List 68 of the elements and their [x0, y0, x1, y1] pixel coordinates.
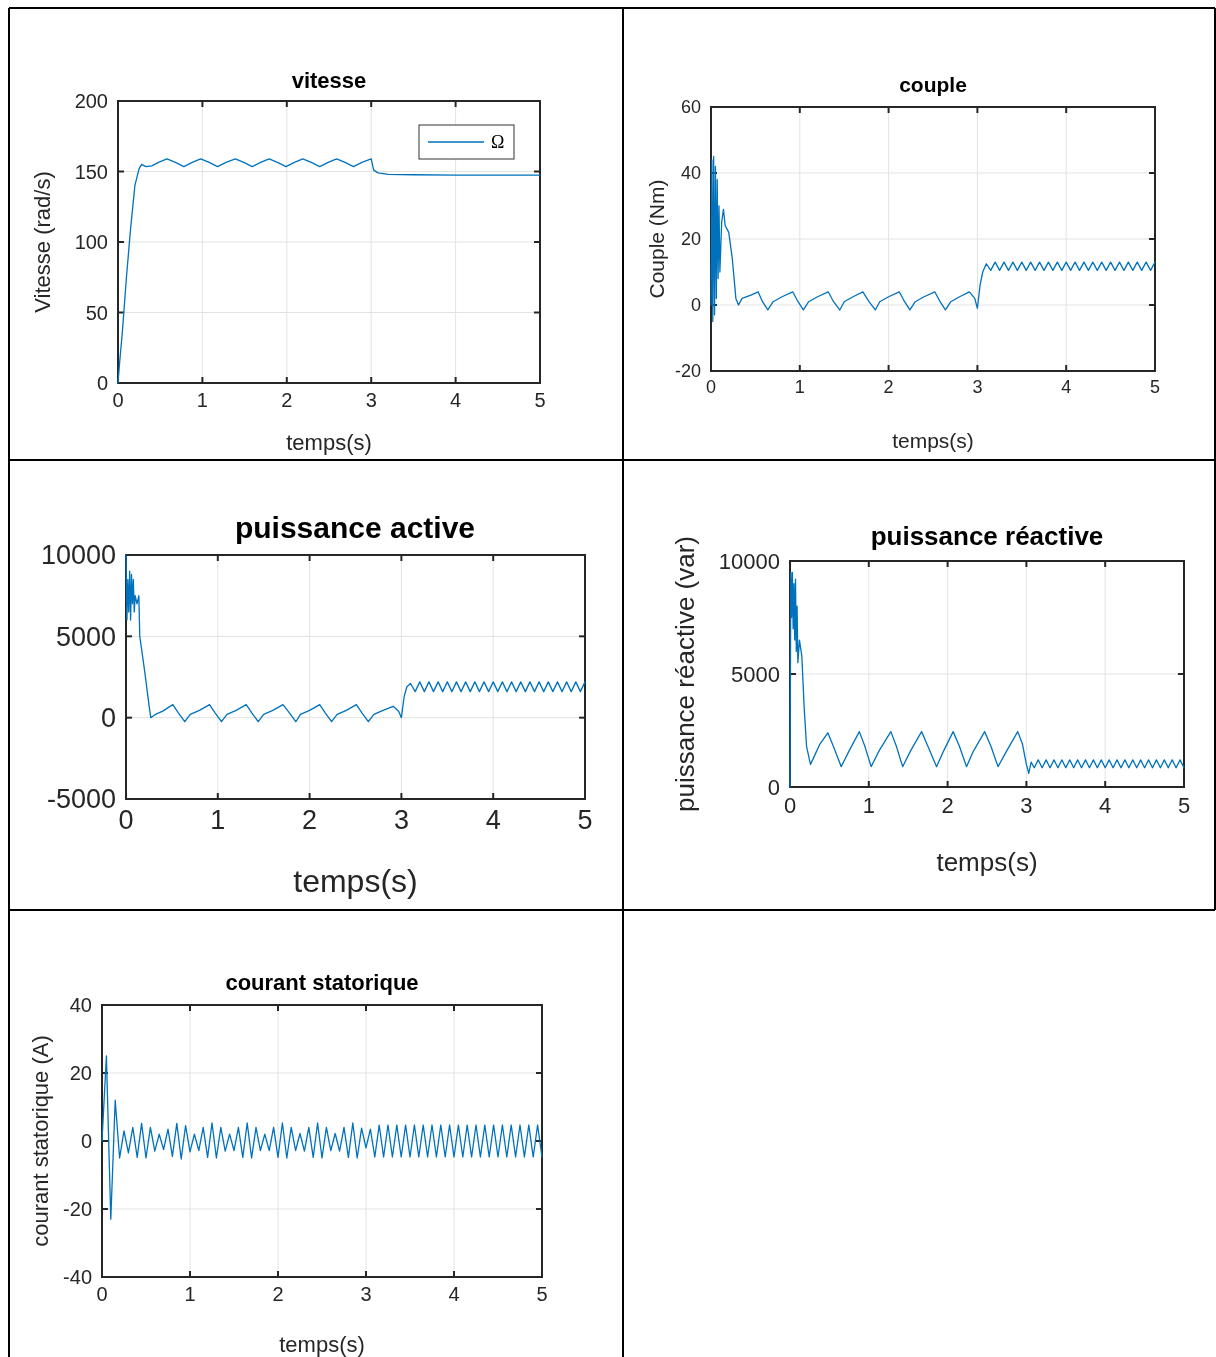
y-axis-title: Vitesse (rad/s)	[30, 171, 55, 313]
chart-title: couple	[899, 73, 967, 96]
chart-title: puissance réactive	[870, 521, 1104, 551]
y-tick-label: 0	[100, 703, 116, 734]
x-tick-label: 1	[184, 1283, 196, 1305]
y-axis-title: Couple (Nm)	[645, 179, 668, 299]
x-tick-label: 4	[485, 804, 501, 835]
line-series	[789, 571, 1185, 788]
y-tick-label: 40	[69, 994, 92, 1016]
x-tick-label: 2	[272, 1283, 284, 1305]
x-tick-label: 1	[196, 389, 208, 411]
legend-label: Ω	[491, 132, 505, 153]
line-series	[101, 1055, 543, 1220]
x-tick-label: 4	[448, 1283, 460, 1305]
x-tick-label: 2	[883, 377, 894, 398]
y-tick-label: 40	[680, 163, 701, 184]
y-axis-title: puissance réactive (var)	[670, 536, 700, 812]
x-tick-label: 0	[783, 792, 797, 818]
chart-title: vitesse	[291, 68, 367, 93]
x-tick-label: 3	[1020, 792, 1033, 818]
x-axis-title: temps(s)	[892, 429, 974, 452]
y-tick-label: 0	[767, 774, 780, 800]
y-tick-label: 20	[680, 229, 701, 250]
x-tick-label: 5	[577, 804, 593, 835]
x-tick-label: 3	[365, 389, 377, 411]
y-tick-label: 5000	[731, 661, 780, 687]
y-tick-label: 10000	[718, 548, 780, 574]
y-tick-label: 200	[74, 90, 108, 112]
x-tick-label: 3	[360, 1283, 372, 1305]
x-tick-label: 2	[941, 792, 954, 818]
x-axis-title: temps(s)	[279, 1332, 365, 1357]
x-tick-label: 4	[1061, 377, 1072, 398]
y-tick-label: -5000	[46, 784, 116, 815]
y-tick-label: 10000	[40, 540, 116, 571]
x-axis-title: temps(s)	[936, 847, 1038, 877]
y-tick-label: -40	[63, 1266, 92, 1288]
x-axis-title: temps(s)	[286, 430, 372, 455]
line-series	[117, 158, 541, 384]
y-tick-label: 5000	[55, 621, 116, 652]
chart-title: courant statorique	[225, 970, 419, 995]
x-tick-label: 5	[1177, 792, 1191, 818]
x-tick-label: 5	[534, 389, 546, 411]
x-tick-label: 3	[972, 377, 983, 398]
y-tick-label: -20	[63, 1198, 92, 1220]
x-tick-label: 1	[862, 792, 875, 818]
x-tick-label: 3	[393, 804, 409, 835]
x-tick-label: 5	[1149, 377, 1161, 398]
chart-title: puissance active	[234, 511, 476, 544]
x-tick-label: 4	[450, 389, 462, 411]
y-tick-label: 150	[74, 160, 108, 183]
y-tick-label: -20	[674, 361, 701, 382]
x-tick-label: 1	[210, 804, 226, 835]
y-axis-title: courant statorique (A)	[28, 1035, 53, 1247]
y-tick-label: 0	[80, 1130, 92, 1152]
y-tick-label: 0	[690, 295, 701, 316]
x-tick-label: 2	[281, 389, 293, 411]
x-tick-label: 1	[794, 377, 805, 398]
x-tick-label: 2	[302, 804, 318, 835]
x-axis-title: temps(s)	[293, 863, 418, 899]
x-tick-label: 4	[1099, 792, 1112, 818]
line-series	[125, 554, 586, 723]
y-tick-label: 50	[85, 301, 108, 324]
y-tick-label: 100	[74, 231, 108, 253]
y-tick-label: 20	[69, 1062, 92, 1084]
line-series	[710, 155, 1156, 323]
x-tick-label: 0	[705, 377, 717, 398]
y-tick-label: 60	[680, 97, 701, 118]
x-tick-label: 5	[536, 1283, 548, 1305]
